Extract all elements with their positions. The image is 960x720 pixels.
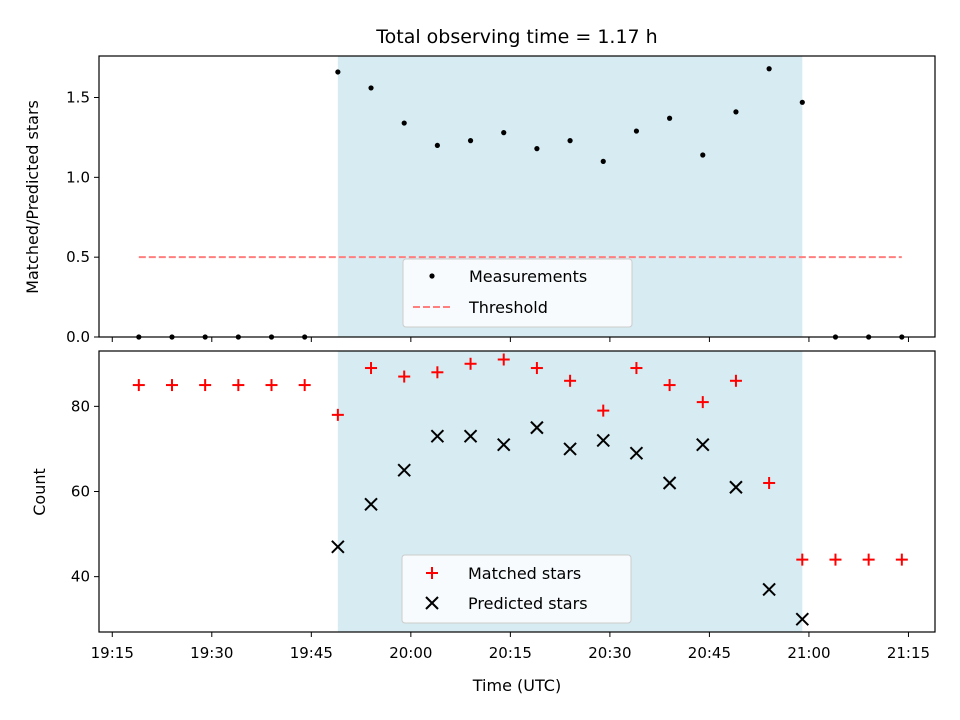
y-tick-label: 0.0	[66, 328, 90, 346]
predicted-stars-point	[563, 442, 577, 456]
measurement-point	[700, 152, 706, 158]
ratio-x-ticks	[111, 337, 909, 342]
legend-predicted-label: Predicted stars	[468, 594, 588, 613]
x-tick-label: 20:30	[588, 644, 631, 662]
matched-stars-point	[829, 553, 842, 566]
measurement-point	[434, 142, 440, 149]
matched-stars-point	[365, 362, 378, 375]
legend-threshold-label: Threshold	[468, 298, 548, 317]
matched-stars-point	[763, 476, 776, 489]
y-tick-label: 80	[71, 397, 90, 415]
measurement-point	[600, 158, 606, 164]
matched-stars-point	[265, 379, 278, 392]
predicted-stars-point	[696, 437, 710, 452]
predicted-stars-point	[497, 437, 511, 452]
matched-stars-point	[298, 379, 311, 392]
predicted-stars-point	[331, 540, 345, 554]
predicted-stars-point	[430, 429, 445, 443]
ratio-plot-frame	[98, 55, 936, 338]
measurement-point	[799, 99, 805, 105]
x-tick-label: 19:45	[290, 644, 333, 662]
legend-matched-label: Matched stars	[468, 564, 581, 583]
x-tick-label: 19:30	[190, 644, 233, 662]
count-marks	[132, 353, 908, 626]
measurement-point	[401, 120, 407, 126]
predicted-stars-point	[596, 433, 610, 448]
legend-measurements-label: Measurements	[469, 267, 587, 286]
predicted-stars-point	[729, 480, 743, 494]
matched-stars-point	[895, 553, 908, 566]
predicted-stars-point	[762, 582, 776, 597]
x-tick-label: 20:15	[489, 644, 532, 662]
count-legend-box	[401, 554, 632, 624]
measurement-point	[667, 115, 673, 121]
x-axis-label: Time (UTC)	[472, 676, 561, 695]
x-tick-label: 20:45	[688, 644, 731, 662]
matched-stars-point	[398, 370, 411, 383]
ratio-panel: 0.0 0.5 1.0 1.5 Matched/Predicted stars Mea…	[23, 55, 936, 346]
matched-stars-point	[564, 374, 577, 387]
count-plot-frame	[98, 350, 936, 633]
y-tick-label: 60	[71, 483, 90, 501]
predicted-stars-point	[364, 497, 378, 511]
measurement-point	[368, 85, 374, 91]
count-panel: 40 60 80 19:15 19:30 19:45 20:00 20:15 20:30 20:…	[30, 350, 936, 662]
ratio-y-axis-label: Matched/Predicted stars	[23, 100, 42, 294]
matched-stars-point	[232, 379, 245, 392]
y-tick-label: 1.0	[66, 168, 90, 186]
count-legend: Matched stars Predicted stars	[401, 554, 632, 624]
matched-stars-point	[464, 357, 477, 370]
count-y-ticks: 40 60 80	[71, 397, 99, 586]
matched-stars-point	[530, 362, 543, 375]
ratio-y-ticks: 0.0 0.5 1.0 1.5	[66, 89, 99, 346]
matched-stars-point	[663, 379, 676, 392]
predicted-stars-point	[397, 463, 411, 477]
predicted-stars-point	[662, 476, 677, 490]
y-tick-label: 40	[71, 568, 90, 586]
legend-measurements-marker	[429, 273, 435, 279]
legend-matched-marker	[426, 567, 438, 579]
matched-stars-point	[497, 353, 510, 366]
chart-title: Total observing time = 1.17 h	[375, 26, 657, 48]
measurement-point	[501, 130, 507, 136]
ratio-legend: Measurements Threshold	[402, 258, 633, 328]
matched-stars-point	[796, 553, 809, 566]
legend-predicted-marker	[425, 596, 439, 610]
predicted-stars-point	[530, 420, 544, 435]
matched-stars-point	[132, 379, 145, 392]
matched-stars-point	[597, 404, 610, 417]
predicted-stars-point	[795, 612, 810, 626]
x-tick-label: 19:15	[91, 644, 134, 662]
count-y-axis-label: Count	[30, 468, 49, 516]
y-tick-label: 0.5	[66, 248, 90, 266]
measurement-point	[467, 138, 474, 144]
matched-stars-point	[729, 374, 742, 387]
predicted-stars-point	[629, 446, 644, 460]
y-tick-label: 1.5	[66, 89, 90, 107]
measurement-point	[534, 146, 540, 152]
matched-stars-point	[199, 379, 212, 392]
ratio-legend-box	[402, 258, 633, 328]
x-tick-label: 21:00	[787, 644, 830, 662]
matched-stars-point	[165, 379, 178, 392]
measurement-point	[766, 66, 772, 72]
measurement-point	[335, 69, 341, 75]
ratio-marks	[136, 66, 905, 340]
matched-stars-point	[630, 362, 643, 375]
x-tick-label: 20:00	[389, 644, 432, 662]
measurement-point	[567, 138, 573, 144]
count-x-ticks: 19:15 19:30 19:45 20:00 20:15 20:30 20:45 21:00…	[91, 632, 930, 662]
predicted-stars-point	[463, 429, 478, 443]
measurement-point	[733, 109, 739, 115]
measurement-point	[633, 128, 640, 134]
matched-stars-point	[331, 408, 344, 421]
matched-stars-point	[862, 553, 875, 566]
matched-stars-point	[696, 396, 709, 409]
x-tick-label: 21:15	[887, 644, 930, 662]
matched-stars-point	[431, 366, 444, 379]
